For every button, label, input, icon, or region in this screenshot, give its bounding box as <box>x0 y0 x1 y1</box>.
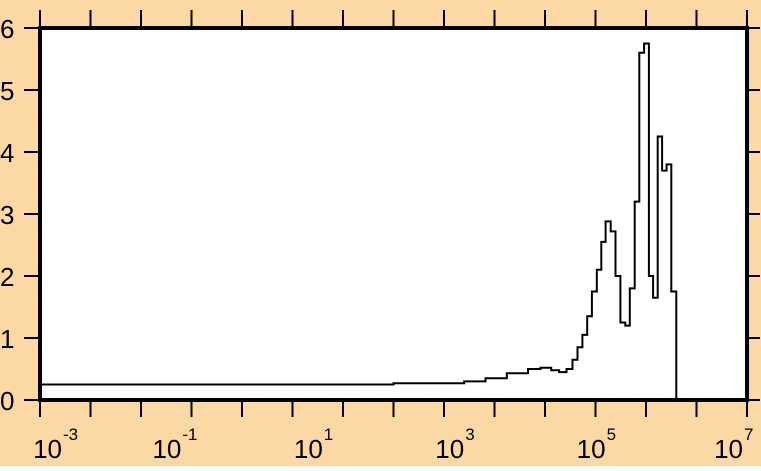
x-tick-label: 10 1 <box>294 425 333 464</box>
y-tick-label: 4 <box>0 138 14 168</box>
plot-area <box>40 28 747 400</box>
x-tick-label-exponent: 7 <box>744 425 753 444</box>
x-tick-label: 10 3 <box>435 425 474 464</box>
x-tick-label-base: 10 <box>714 434 743 464</box>
x-tick-label-exponent: 5 <box>607 425 616 444</box>
y-tick-label: 0 <box>0 386 14 416</box>
x-tick-label: 10 5 <box>577 425 616 464</box>
x-tick-label-base: 10 <box>294 434 323 464</box>
x-tick-label-base: 10 <box>33 434 62 464</box>
x-tick-label: 10 -3 <box>33 425 78 464</box>
y-tick-label: 2 <box>0 262 14 292</box>
x-tick-label-base: 10 <box>435 434 464 464</box>
x-tick-label-exponent: 1 <box>324 425 333 444</box>
plot-frame <box>38 26 749 402</box>
x-tick-label-base: 10 <box>577 434 606 464</box>
y-tick-label: 6 <box>0 14 14 44</box>
x-tick-label: 10 7 <box>714 425 753 464</box>
y-tick-label: 3 <box>0 200 14 230</box>
y-tick-label: 5 <box>0 76 14 106</box>
x-tick-label: 10 -1 <box>152 425 197 464</box>
x-tick-label-exponent: -3 <box>63 425 78 444</box>
x-tick-label-exponent: -1 <box>182 425 197 444</box>
y-tick-label: 1 <box>0 324 14 354</box>
x-tick-label-base: 10 <box>152 434 181 464</box>
x-tick-label-exponent: 3 <box>465 425 474 444</box>
series-line <box>40 42 678 400</box>
